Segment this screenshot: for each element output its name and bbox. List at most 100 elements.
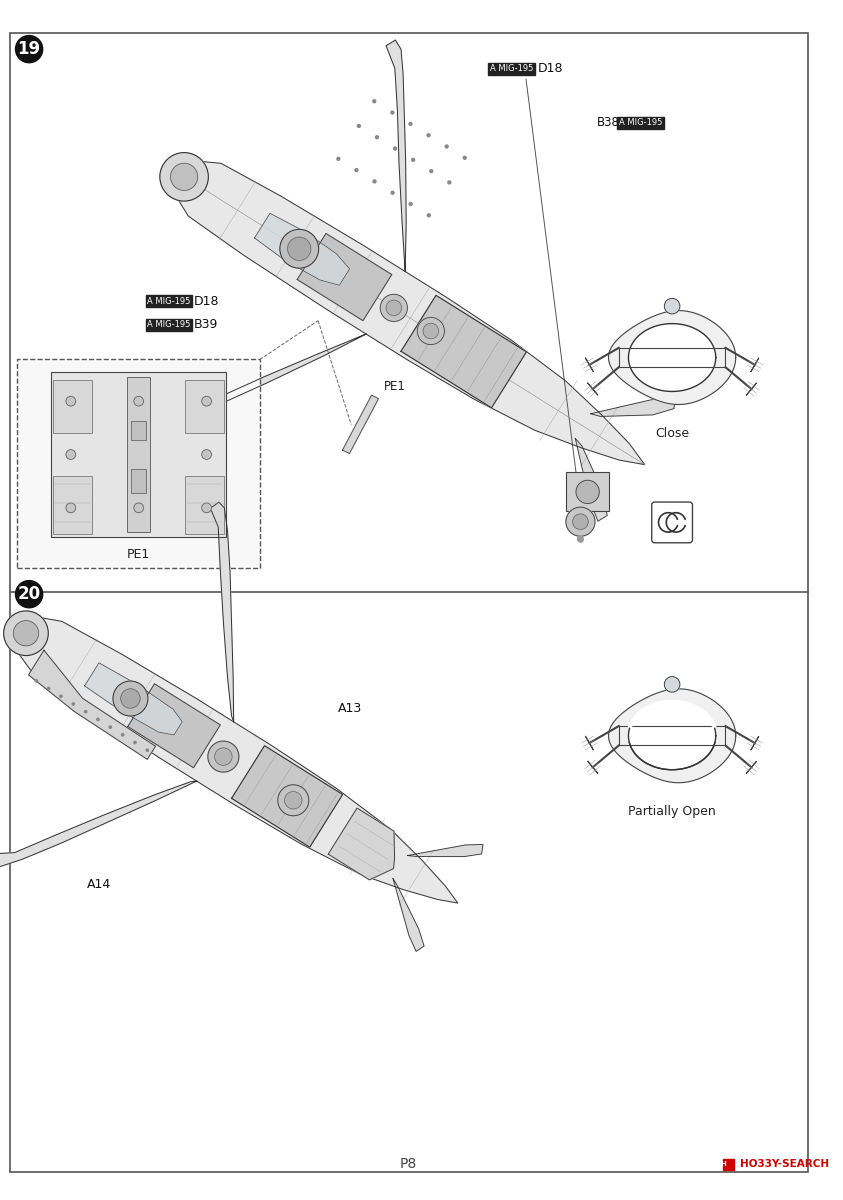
Circle shape xyxy=(427,214,430,217)
Text: A MIG-195: A MIG-195 xyxy=(148,320,191,329)
Circle shape xyxy=(373,100,376,103)
Text: HO33Y-SEARCH: HO33Y-SEARCH xyxy=(740,1159,830,1170)
Circle shape xyxy=(572,514,588,529)
Polygon shape xyxy=(298,234,392,320)
Circle shape xyxy=(109,726,111,728)
Circle shape xyxy=(277,785,309,816)
Circle shape xyxy=(35,679,37,682)
Circle shape xyxy=(121,689,140,708)
Circle shape xyxy=(134,742,136,744)
Polygon shape xyxy=(211,502,234,722)
Circle shape xyxy=(357,125,360,127)
FancyBboxPatch shape xyxy=(185,380,224,433)
Circle shape xyxy=(409,122,412,125)
Circle shape xyxy=(15,581,43,607)
Circle shape xyxy=(664,299,679,314)
Circle shape xyxy=(66,503,76,512)
Polygon shape xyxy=(232,745,342,847)
Polygon shape xyxy=(586,737,593,750)
Polygon shape xyxy=(629,702,716,769)
Circle shape xyxy=(201,450,212,460)
Polygon shape xyxy=(588,761,598,773)
Text: A14: A14 xyxy=(88,877,111,890)
Text: PE1: PE1 xyxy=(127,548,150,560)
Polygon shape xyxy=(575,438,607,521)
Text: Partially Open: Partially Open xyxy=(628,805,716,818)
Text: 19: 19 xyxy=(18,40,40,58)
Text: B38: B38 xyxy=(597,116,620,130)
Circle shape xyxy=(97,719,99,720)
Circle shape xyxy=(201,503,212,512)
Circle shape xyxy=(417,318,444,344)
Circle shape xyxy=(60,695,62,697)
Polygon shape xyxy=(255,214,350,286)
FancyBboxPatch shape xyxy=(53,380,92,433)
Polygon shape xyxy=(586,358,593,372)
Circle shape xyxy=(391,112,394,114)
Polygon shape xyxy=(128,684,220,768)
Polygon shape xyxy=(588,383,598,395)
Polygon shape xyxy=(401,295,527,408)
Circle shape xyxy=(287,238,311,260)
Circle shape xyxy=(160,152,208,202)
Polygon shape xyxy=(746,383,756,395)
Circle shape xyxy=(409,203,412,205)
Polygon shape xyxy=(407,845,483,857)
Text: A MIG-195: A MIG-195 xyxy=(490,64,533,73)
Text: A MIG-195: A MIG-195 xyxy=(148,296,191,306)
Circle shape xyxy=(423,323,438,338)
Polygon shape xyxy=(153,334,366,427)
Circle shape xyxy=(285,792,302,809)
FancyBboxPatch shape xyxy=(10,32,808,1172)
Circle shape xyxy=(280,229,319,268)
Text: P8: P8 xyxy=(400,1158,417,1171)
Polygon shape xyxy=(177,161,645,464)
Circle shape xyxy=(373,180,376,182)
Circle shape xyxy=(664,677,679,692)
Circle shape xyxy=(47,688,50,690)
Text: A13: A13 xyxy=(337,702,362,715)
Circle shape xyxy=(66,396,76,406)
Circle shape xyxy=(337,157,340,161)
Circle shape xyxy=(134,503,143,512)
Circle shape xyxy=(394,148,396,150)
Circle shape xyxy=(84,710,87,713)
Circle shape xyxy=(113,682,148,716)
Circle shape xyxy=(386,300,401,316)
Circle shape xyxy=(411,158,415,161)
Circle shape xyxy=(170,163,197,191)
FancyBboxPatch shape xyxy=(185,476,224,534)
FancyBboxPatch shape xyxy=(53,476,92,534)
Circle shape xyxy=(448,181,451,184)
Polygon shape xyxy=(328,808,395,880)
Text: D18: D18 xyxy=(194,295,219,307)
Circle shape xyxy=(3,611,48,655)
FancyBboxPatch shape xyxy=(566,473,609,511)
Circle shape xyxy=(134,396,143,406)
Text: D18: D18 xyxy=(537,62,563,76)
Circle shape xyxy=(577,536,583,542)
Polygon shape xyxy=(591,398,675,416)
Text: 20: 20 xyxy=(18,586,40,604)
FancyBboxPatch shape xyxy=(722,1159,734,1170)
Circle shape xyxy=(13,620,39,646)
FancyBboxPatch shape xyxy=(127,377,150,532)
Polygon shape xyxy=(746,761,756,773)
Text: H: H xyxy=(721,1162,727,1168)
Circle shape xyxy=(15,36,43,62)
Circle shape xyxy=(215,748,232,766)
Circle shape xyxy=(427,133,430,137)
Circle shape xyxy=(464,156,466,160)
Polygon shape xyxy=(84,662,182,734)
Polygon shape xyxy=(629,324,716,391)
Text: B39: B39 xyxy=(194,318,218,331)
Circle shape xyxy=(566,508,595,536)
Polygon shape xyxy=(0,781,196,866)
Polygon shape xyxy=(751,358,759,372)
Circle shape xyxy=(121,733,124,736)
Polygon shape xyxy=(342,395,379,454)
Circle shape xyxy=(375,136,379,139)
Circle shape xyxy=(355,169,358,172)
Text: PE1: PE1 xyxy=(384,380,406,394)
Polygon shape xyxy=(19,618,458,904)
